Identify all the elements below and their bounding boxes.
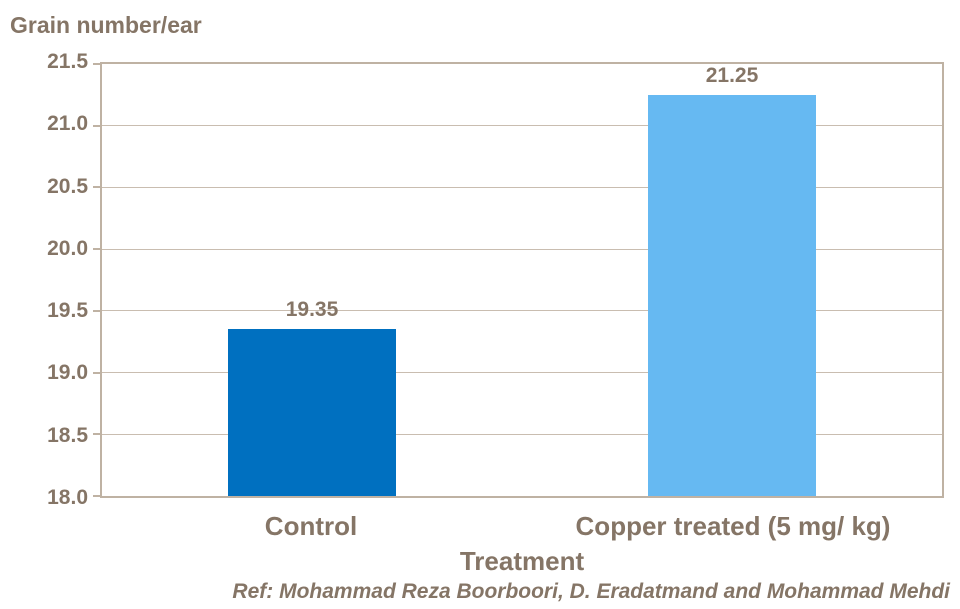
gridline [102,433,942,435]
y-tick [93,124,100,127]
bar-copper-treated-5-mg-kg [648,94,816,496]
y-tick-label: 20.5 [47,174,88,198]
x-axis-title: Treatment [459,546,585,576]
y-tick-label: 21.0 [47,112,88,136]
y-tick [93,495,100,497]
gridline [102,248,942,250]
y-tick [93,309,100,312]
y-tick [93,248,100,251]
y-tick-label: 21.5 [47,50,88,73]
y-tick-label: 19.0 [47,361,88,385]
y-tick [93,63,100,65]
gridline [102,372,942,374]
y-axis-tick-labels: 21.5 21.0 20.5 20.0 19.5 19.0 18.5 18.0 [0,50,88,509]
bar-control [228,329,396,496]
x-category-label: Control [264,511,358,541]
reference-note: Ref: Mohammad Reza Boorboori, D. Eradatm… [232,580,950,603]
y-tick [93,371,100,374]
plot-area: 19.35 21.25 [93,62,944,498]
y-tick-label: 18.0 [47,486,88,509]
x-axis-category-labels: Control Copper treated (5 mg/ kg) [100,511,944,545]
x-category-label: Copper treated (5 mg/ kg) [575,511,891,541]
y-tick-label: 19.5 [47,299,88,323]
y-axis-title: Grain number/ear [10,12,202,38]
y-tick-label: 18.5 [47,423,88,447]
bar-value-label: 21.25 [705,63,759,87]
y-tick-label: 20.0 [47,236,88,260]
gridline [102,186,942,188]
gridline [102,310,942,312]
bar-value-label: 19.35 [285,298,339,322]
y-tick [93,433,100,436]
y-tick [93,186,100,189]
gridline [102,125,942,127]
